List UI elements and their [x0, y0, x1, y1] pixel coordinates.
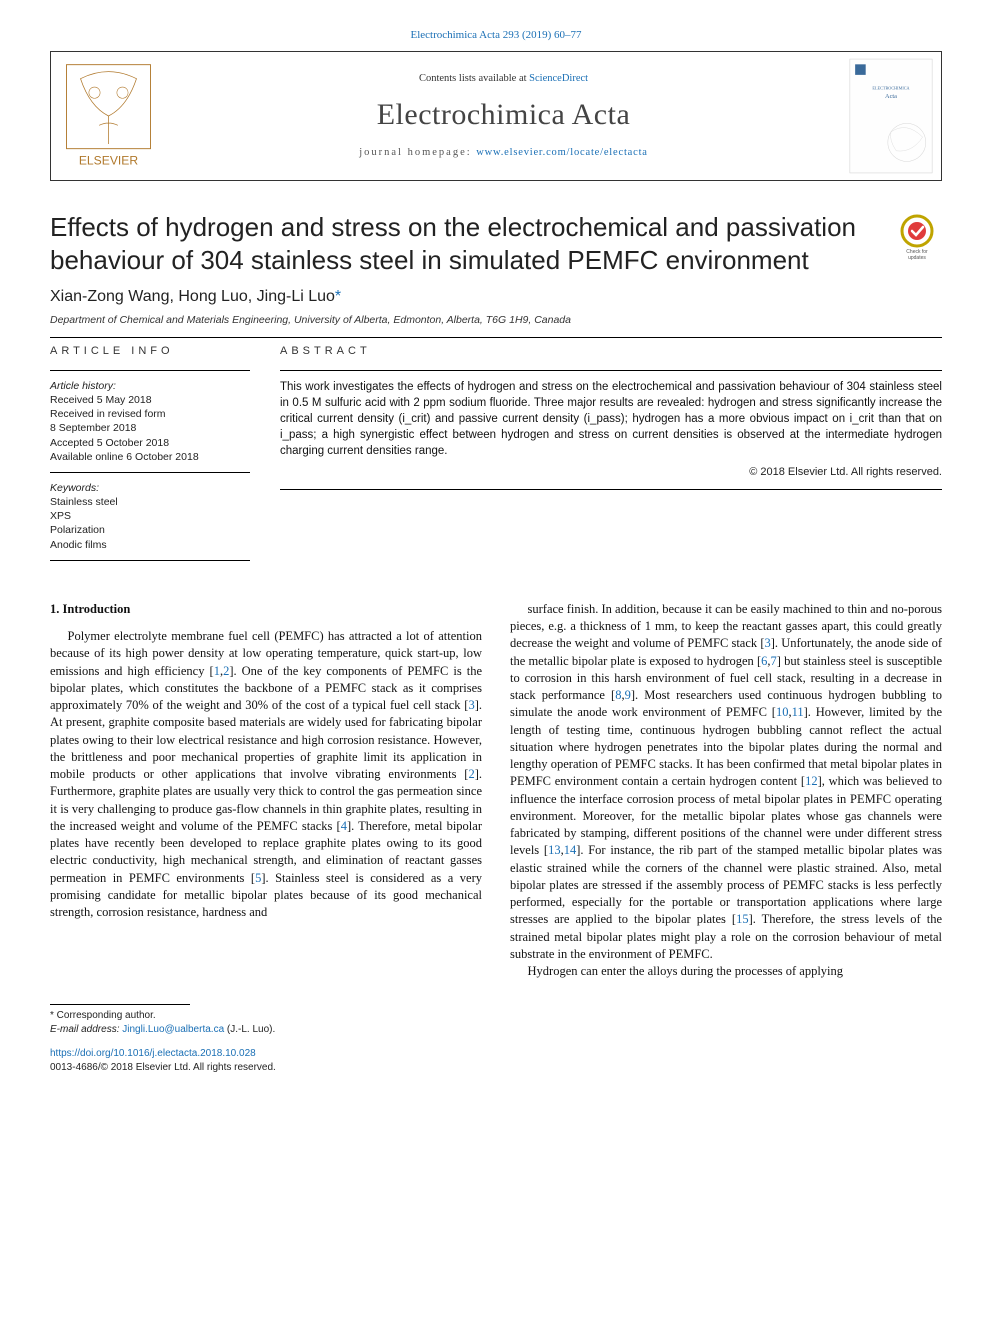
top-citation-link[interactable]: Electrochimica Acta 293 (2019) 60–77 [410, 29, 581, 41]
abstract-column: abstract This work investigates the effe… [280, 344, 942, 568]
section-1-heading: 1. Introduction [50, 601, 482, 618]
affiliation: Department of Chemical and Materials Eng… [50, 313, 942, 328]
intro-para-1: Polymer electrolyte membrane fuel cell (… [50, 628, 482, 921]
footer-rule [50, 1004, 190, 1005]
abstract-heading: abstract [280, 344, 942, 359]
rule-top [50, 337, 942, 338]
top-citation: Electrochimica Acta 293 (2019) 60–77 [0, 0, 992, 51]
article-history: Article history: Received 5 May 2018 Rec… [50, 379, 250, 464]
email-link[interactable]: Jingli.Luo@ualberta.ca [122, 1024, 224, 1035]
intro-para-2: Hydrogen can enter the alloys during the… [510, 963, 942, 980]
abstract-text: This work investigates the effects of hy… [280, 379, 942, 459]
corresponding-marker: * [335, 288, 341, 305]
info-rule-2 [50, 472, 250, 473]
svg-text:ELSEVIER: ELSEVIER [79, 154, 139, 168]
article-info-column: article info Article history: Received 5… [50, 344, 250, 568]
journal-homepage-link[interactable]: www.elsevier.com/locate/electacta [476, 147, 647, 158]
info-rule-3 [50, 560, 250, 561]
contents-line: Contents lists available at ScienceDirec… [166, 72, 841, 87]
article-info-heading: article info [50, 344, 250, 359]
svg-text:updates: updates [908, 255, 926, 261]
article-title: Effects of hydrogen and stress on the el… [50, 211, 876, 276]
info-rule-1 [50, 370, 250, 371]
svg-text:ELECTROCHIMICA: ELECTROCHIMICA [872, 86, 909, 91]
elsevier-logo: ELSEVIER [51, 52, 166, 180]
keywords-block: Keywords: Stainless steel XPS Polarizati… [50, 481, 250, 552]
intro-para-1-cont: surface finish. In addition, because it … [510, 601, 942, 963]
homepage-line: journal homepage: www.elsevier.com/locat… [166, 146, 841, 161]
body-col-right: surface finish. In addition, because it … [510, 601, 942, 981]
journal-name: Electrochimica Acta [166, 94, 841, 136]
sciencedirect-link[interactable]: ScienceDirect [529, 73, 588, 84]
header-center: Contents lists available at ScienceDirec… [166, 52, 841, 180]
journal-header: ELSEVIER Contents lists available at Sci… [50, 51, 942, 181]
corresponding-author: * Corresponding author. [50, 1009, 942, 1023]
issn-copyright: 0013-4686/© 2018 Elsevier Ltd. All right… [50, 1061, 942, 1075]
email-line: E-mail address: Jingli.Luo@ualberta.ca (… [50, 1023, 942, 1037]
abstract-rule-1 [280, 370, 942, 371]
svg-text:Acta: Acta [885, 93, 897, 100]
abstract-copyright: © 2018 Elsevier Ltd. All rights reserved… [280, 465, 942, 480]
doi-link[interactable]: https://doi.org/10.1016/j.electacta.2018… [50, 1048, 256, 1059]
crossmark-badge[interactable]: Check for updates [892, 211, 942, 261]
authors-line: Xian-Zong Wang, Hong Luo, Jing-Li Luo* [50, 286, 942, 308]
body-col-left: 1. Introduction Polymer electrolyte memb… [50, 601, 482, 981]
footer: * Corresponding author. E-mail address: … [50, 1004, 942, 1075]
body-columns: 1. Introduction Polymer electrolyte memb… [50, 601, 942, 981]
abstract-rule-2 [280, 489, 942, 490]
journal-cover-thumb: ELECTROCHIMICA Acta [841, 52, 941, 180]
